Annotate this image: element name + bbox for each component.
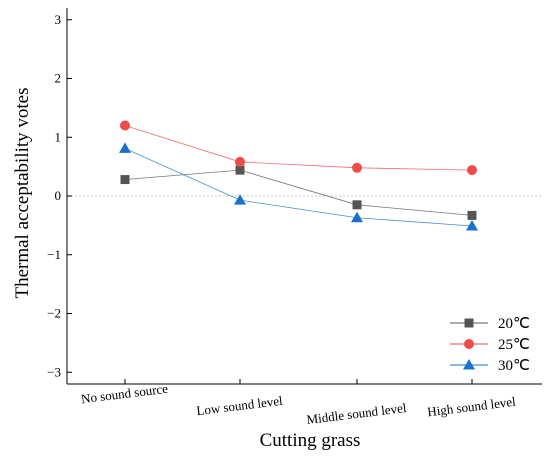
x-tick-label: High sound level bbox=[426, 394, 516, 420]
series bbox=[119, 120, 478, 231]
data-point-triangle bbox=[119, 142, 131, 153]
y-tick-label: −3 bbox=[47, 364, 61, 379]
legend-entry: 30℃ bbox=[450, 358, 530, 374]
legend-label: 20℃ bbox=[498, 316, 530, 332]
y-tick-label: 2 bbox=[55, 71, 62, 86]
y-ticks: 3 2 1 0 −1 −2 −3 bbox=[47, 12, 72, 379]
y-tick-label: −1 bbox=[47, 247, 61, 262]
x-tick-label: Middle sound level bbox=[306, 400, 408, 427]
y-tick-label: 1 bbox=[55, 129, 62, 144]
data-point-triangle bbox=[351, 211, 363, 223]
data-point-square bbox=[467, 210, 477, 220]
y-tick-label: −2 bbox=[47, 306, 61, 321]
series-line bbox=[124, 125, 473, 171]
series-circle bbox=[120, 120, 477, 176]
legend-entry: 20℃ bbox=[450, 316, 530, 332]
data-point-square bbox=[352, 200, 362, 210]
data-point-circle bbox=[235, 156, 245, 167]
data-point-square bbox=[120, 175, 130, 185]
data-point-triangle bbox=[463, 359, 475, 370]
data-point-square bbox=[235, 165, 245, 175]
series-square bbox=[120, 165, 477, 220]
data-point-circle bbox=[352, 162, 362, 173]
x-tick-label: Low sound level bbox=[196, 393, 284, 418]
series-line bbox=[124, 169, 473, 216]
data-point-triangle bbox=[234, 194, 246, 205]
series-line bbox=[124, 148, 473, 227]
y-tick-label: 3 bbox=[55, 12, 62, 27]
data-point-circle bbox=[120, 120, 130, 131]
legend-label: 25℃ bbox=[498, 337, 530, 353]
x-tick-label: No sound source bbox=[80, 381, 169, 407]
data-point-circle bbox=[464, 339, 474, 349]
data-point-square bbox=[464, 318, 474, 328]
x-axis-title: Cutting grass bbox=[260, 430, 361, 451]
legend-label: 30℃ bbox=[498, 358, 530, 374]
data-point-circle bbox=[467, 165, 477, 176]
series-triangle bbox=[119, 142, 478, 231]
y-axis-title: Thermal acceptability votes bbox=[12, 87, 33, 298]
y-tick-label: 0 bbox=[55, 188, 62, 203]
legend-entry: 25℃ bbox=[450, 337, 530, 353]
data-point-triangle bbox=[466, 219, 478, 231]
legend: 20℃ 25℃ 30℃ bbox=[450, 316, 530, 374]
x-ticks: No sound source Low sound level Middle sou… bbox=[80, 379, 517, 427]
